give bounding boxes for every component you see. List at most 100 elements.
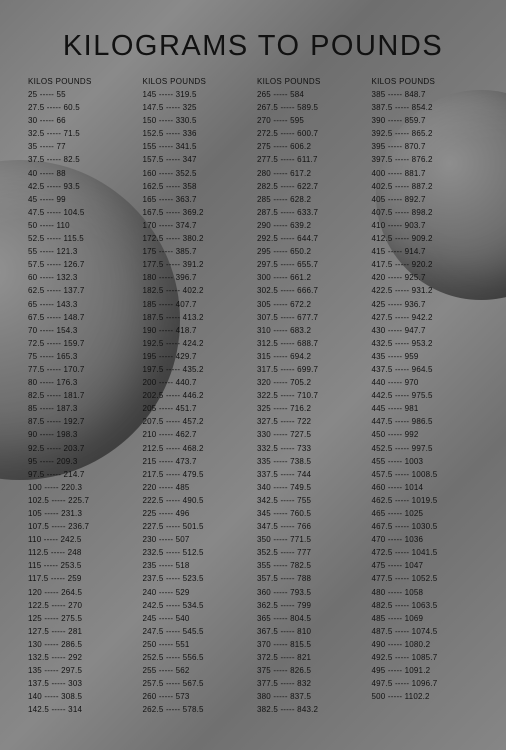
table-row: 35 ----- 77 (28, 143, 135, 151)
table-row: 160 ----- 352.5 (143, 170, 250, 178)
table-row: 27.5 ----- 60.5 (28, 104, 135, 112)
table-row: 405 ----- 892.7 (372, 196, 479, 204)
table-row: 117.5 ----- 259 (28, 575, 135, 583)
table-row: 450 ----- 992 (372, 431, 479, 439)
table-row: 85 ----- 187.3 (28, 405, 135, 413)
table-row: 475 ----- 1047 (372, 562, 479, 570)
table-row: 412.5 ----- 909.2 (372, 235, 479, 243)
table-row: 287.5 ----- 633.7 (257, 209, 364, 217)
columns-container: KILOS POUNDS 25 ----- 55 27.5 ----- 60.5 30… (28, 77, 478, 720)
table-row: 175 ----- 385.7 (143, 248, 250, 256)
table-row: 215 ----- 473.7 (143, 458, 250, 466)
table-row: 325 ----- 716.2 (257, 405, 364, 413)
table-row: 400 ----- 881.7 (372, 170, 479, 178)
data-column: KILOS POUNDS145 ----- 319.5147.5 ----- 3… (143, 77, 250, 720)
table-row: 285 ----- 628.2 (257, 196, 364, 204)
table-row: 260 ----- 573 (143, 693, 250, 701)
table-row: 200 ----- 440.7 (143, 379, 250, 387)
table-row: 492.5 ----- 1085.7 (372, 654, 479, 662)
table-row: 402.5 ----- 887.2 (372, 183, 479, 191)
table-row: 350 ----- 771.5 (257, 536, 364, 544)
column-header: KILOS POUNDS (257, 77, 364, 86)
table-row: 335 ----- 738.5 (257, 458, 364, 466)
table-row: 92.5 ----- 203.7 (28, 445, 135, 453)
table-row: 470 ----- 1036 (372, 536, 479, 544)
table-row: 202.5 ----- 446.2 (143, 392, 250, 400)
table-row: 487.5 ----- 1074.5 (372, 628, 479, 636)
table-row: 227.5 ----- 501.5 (143, 523, 250, 531)
table-row: 280 ----- 617.2 (257, 170, 364, 178)
table-row: 367.5 ----- 810 (257, 628, 364, 636)
table-row: 330 ----- 727.5 (257, 431, 364, 439)
table-row: 370 ----- 815.5 (257, 641, 364, 649)
table-row: 422.5 ----- 931.2 (372, 287, 479, 295)
table-row: 242.5 ----- 534.5 (143, 602, 250, 610)
table-row: 447.5 ----- 986.5 (372, 418, 479, 426)
table-row: 140 ----- 308.5 (28, 693, 135, 701)
table-row: 467.5 ----- 1030.5 (372, 523, 479, 531)
table-row: 30 ----- 66 (28, 117, 135, 125)
table-row: 250 ----- 551 (143, 641, 250, 649)
table-row: 355 ----- 782.5 (257, 562, 364, 570)
table-row: 230 ----- 507 (143, 536, 250, 544)
table-row: 137.5 ----- 303 (28, 680, 135, 688)
table-row: 132.5 ----- 292 (28, 654, 135, 662)
table-row: 195 ----- 429.7 (143, 353, 250, 361)
table-row: 292.5 ----- 644.7 (257, 235, 364, 243)
table-row: 430 ----- 947.7 (372, 327, 479, 335)
table-row: 82.5 ----- 181.7 (28, 392, 135, 400)
table-row: 240 ----- 529 (143, 589, 250, 597)
table-row: 395 ----- 870.7 (372, 143, 479, 151)
table-row: 205 ----- 451.7 (143, 405, 250, 413)
table-row: 182.5 ----- 402.2 (143, 287, 250, 295)
table-row: 245 ----- 540 (143, 615, 250, 623)
table-row: 267.5 ----- 589.5 (257, 104, 364, 112)
table-row: 47.5 ----- 104.5 (28, 209, 135, 217)
table-row: 270 ----- 595 (257, 117, 364, 125)
data-column: KILOS POUNDS265 ----- 584267.5 ----- 589… (257, 77, 364, 720)
table-row: 340 ----- 749.5 (257, 484, 364, 492)
table-row: 135 ----- 297.5 (28, 667, 135, 675)
table-row: 472.5 ----- 1041.5 (372, 549, 479, 557)
table-row: 372.5 ----- 821 (257, 654, 364, 662)
table-row: 120 ----- 264.5 (28, 589, 135, 597)
table-row: 387.5 ----- 854.2 (372, 104, 479, 112)
table-row: 177.5 ----- 391.2 (143, 261, 250, 269)
table-row: 232.5 ----- 512.5 (143, 549, 250, 557)
table-row: 277.5 ----- 611.7 (257, 156, 364, 164)
table-row: 420 ----- 925.7 (372, 274, 479, 282)
table-row: 282.5 ----- 622.7 (257, 183, 364, 191)
table-row: 252.5 ----- 556.5 (143, 654, 250, 662)
table-row: 25 ----- 55 (28, 91, 135, 99)
table-row: 382.5 ----- 843.2 (257, 706, 364, 714)
table-row: 477.5 ----- 1052.5 (372, 575, 479, 583)
table-row: 327.5 ----- 722 (257, 418, 364, 426)
table-row: 397.5 ----- 876.2 (372, 156, 479, 164)
table-row: 290 ----- 639.2 (257, 222, 364, 230)
table-row: 77.5 ----- 170.7 (28, 366, 135, 374)
table-row: 307.5 ----- 677.7 (257, 314, 364, 322)
table-row: 225 ----- 496 (143, 510, 250, 518)
table-row: 217.5 ----- 479.5 (143, 471, 250, 479)
table-row: 410 ----- 903.7 (372, 222, 479, 230)
table-row: 380 ----- 837.5 (257, 693, 364, 701)
table-row: 80 ----- 176.3 (28, 379, 135, 387)
table-row: 152.5 ----- 336 (143, 130, 250, 138)
table-row: 192.5 ----- 424.2 (143, 340, 250, 348)
table-row: 317.5 ----- 699.7 (257, 366, 364, 374)
table-row: 62.5 ----- 137.7 (28, 287, 135, 295)
table-row: 172.5 ----- 380.2 (143, 235, 250, 243)
table-row: 40 ----- 88 (28, 170, 135, 178)
table-row: 337.5 ----- 744 (257, 471, 364, 479)
table-row: 87.5 ----- 192.7 (28, 418, 135, 426)
table-row: 295 ----- 650.2 (257, 248, 364, 256)
table-row: 407.5 ----- 898.2 (372, 209, 479, 217)
table-row: 362.5 ----- 799 (257, 602, 364, 610)
table-row: 222.5 ----- 490.5 (143, 497, 250, 505)
table-row: 90 ----- 198.3 (28, 431, 135, 439)
table-row: 145 ----- 319.5 (143, 91, 250, 99)
table-row: 45 ----- 99 (28, 196, 135, 204)
table-row: 375 ----- 826.5 (257, 667, 364, 675)
table-row: 365 ----- 804.5 (257, 615, 364, 623)
table-row: 37.5 ----- 82.5 (28, 156, 135, 164)
